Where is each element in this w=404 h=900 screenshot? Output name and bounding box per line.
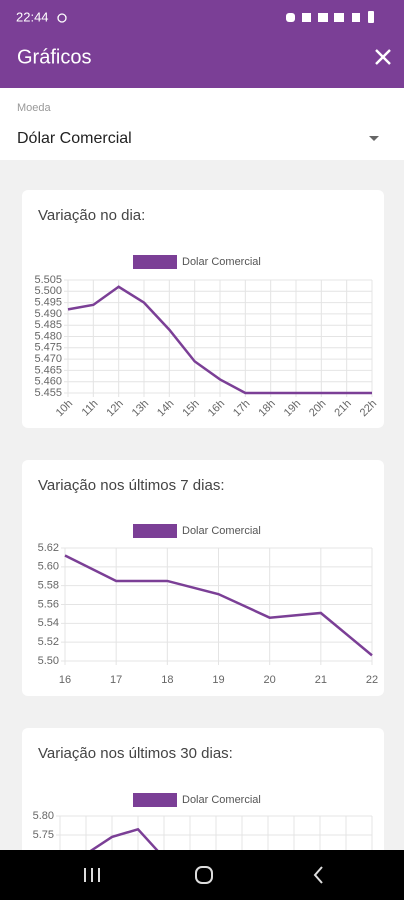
currency-select[interactable]: Dólar Comercial <box>17 130 132 147</box>
y-tick-label: 5.54 <box>38 617 59 629</box>
y-tick-label: 5.470 <box>34 353 62 365</box>
y-tick-label: 5.490 <box>34 308 62 320</box>
currency-label: Moeda <box>17 102 52 114</box>
chart-title: Variação no dia: <box>38 207 145 224</box>
legend-swatch <box>133 793 177 807</box>
y-tick-label: 5.480 <box>34 330 62 342</box>
nav-bar <box>0 850 404 900</box>
chart-title: Variação nos últimos 30 dias: <box>38 745 233 762</box>
x-tick-label: 19 <box>212 674 224 686</box>
x-tick-label: 21 <box>315 674 327 686</box>
y-tick-label: 5.495 <box>34 297 62 309</box>
series-line <box>67 285 372 395</box>
legend-swatch <box>133 524 177 538</box>
y-tick-label: 5.80 <box>33 810 54 822</box>
y-tick-label: 5.505 <box>34 274 62 286</box>
card <box>22 460 384 696</box>
y-tick-label: 5.455 <box>34 387 62 399</box>
nav-icons[interactable] <box>84 866 323 884</box>
y-tick-label: 5.500 <box>34 285 62 297</box>
y-tick-label: 5.50 <box>38 655 59 667</box>
series-line <box>85 827 165 859</box>
y-tick-label: 5.460 <box>34 376 62 388</box>
y-tick-label: 5.475 <box>34 342 62 354</box>
y-tick-label: 5.62 <box>38 542 59 554</box>
chart-title: Variação nos últimos 7 dias: <box>38 477 224 494</box>
y-tick-label: 5.56 <box>38 598 59 610</box>
legend-label: Dolar Comercial <box>182 256 261 268</box>
app-title: Gráficos <box>17 46 91 68</box>
series-line <box>64 554 373 657</box>
y-tick-label: 5.485 <box>34 319 62 331</box>
y-tick-label: 5.58 <box>38 580 59 592</box>
legend-label: Dolar Comercial <box>182 525 261 537</box>
card <box>22 190 384 428</box>
legend-label: Dolar Comercial <box>182 794 261 806</box>
y-tick-label: 5.75 <box>33 829 54 841</box>
close-button[interactable] <box>375 49 391 65</box>
x-tick-label: 18 <box>161 674 173 686</box>
legend-swatch <box>133 255 177 269</box>
x-tick-label: 20 <box>264 674 276 686</box>
status-time: 22:44 <box>16 9 49 24</box>
y-tick-label: 5.52 <box>38 636 59 648</box>
x-tick-label: 17 <box>110 674 122 686</box>
currency-section <box>0 88 404 160</box>
x-tick-label: 22 <box>366 674 378 686</box>
y-tick-label: 5.60 <box>38 561 59 573</box>
y-tick-label: 5.465 <box>34 364 62 376</box>
x-tick-label: 16 <box>59 674 71 686</box>
status-icons <box>286 11 374 23</box>
dropdown-arrow[interactable] <box>369 136 379 141</box>
status-icon <box>57 13 67 23</box>
